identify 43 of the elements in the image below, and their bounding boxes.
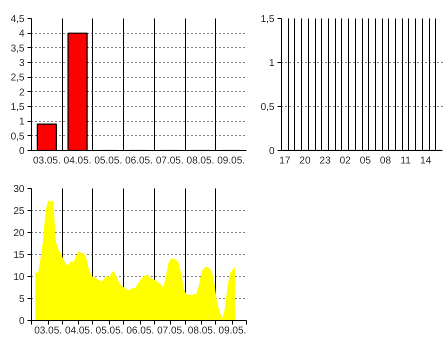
x-tick-label: 11 bbox=[400, 156, 412, 166]
y-tick-label: 1,5 bbox=[10, 102, 25, 113]
x-tick-label: 05.05. bbox=[96, 326, 124, 336]
x-tick-label: 04.05. bbox=[64, 326, 93, 336]
y-tick-label: 4 bbox=[18, 28, 25, 40]
y-tick-label: 0 bbox=[268, 146, 275, 157]
x-tick-label: 03.05. bbox=[32, 156, 61, 166]
y-tick-label: 2,5 bbox=[10, 72, 25, 84]
y-tick-label: 25 bbox=[13, 206, 25, 217]
x-tick-label: 08.05. bbox=[188, 326, 216, 336]
x-tick-label: 20 bbox=[299, 156, 311, 166]
x-tick-label: 07.05. bbox=[156, 156, 184, 166]
y-tick-label: 5 bbox=[18, 294, 25, 305]
y-tick-label: 30 bbox=[13, 184, 25, 195]
x-tick-label: 09.05. bbox=[218, 326, 246, 336]
x-tick-label: 23 bbox=[320, 156, 332, 166]
x-tick-label: 08.05. bbox=[186, 156, 214, 166]
x-tick-label: 06.05. bbox=[125, 156, 153, 166]
x-tick-label: 04.05. bbox=[64, 156, 92, 166]
x-tick-label: 03.05. bbox=[34, 326, 62, 336]
y-tick-label: 0 bbox=[18, 146, 25, 157]
y-tick-label: 15 bbox=[13, 250, 25, 261]
x-tick-label: 09.05. bbox=[217, 156, 246, 166]
y-tick-label: 1 bbox=[268, 58, 275, 69]
y-tick-label: 0 bbox=[18, 316, 25, 327]
x-tick-label: 06.05. bbox=[126, 326, 154, 336]
y-tick-label: 2 bbox=[18, 87, 25, 98]
y-tick-label: 0,5 bbox=[260, 102, 275, 113]
y-tick-label: 1 bbox=[18, 116, 25, 128]
y-tick-label: 3,5 bbox=[10, 43, 25, 54]
y-tick-label: 4,5 bbox=[10, 14, 25, 25]
y-tick-label: 1,5 bbox=[260, 14, 275, 25]
x-tick-label: 05 bbox=[360, 156, 372, 166]
x-tick-label: 02 bbox=[340, 156, 352, 166]
x-tick-label: 17 bbox=[279, 156, 291, 166]
x-tick-label: 08 bbox=[380, 156, 392, 166]
x-tick-label: 05.05. bbox=[94, 156, 122, 166]
y-tick-label: 20 bbox=[13, 228, 25, 239]
y-tick-label: 0,5 bbox=[10, 131, 25, 142]
x-tick-label: 07.05. bbox=[157, 326, 185, 336]
x-tick-label: 14 bbox=[420, 156, 432, 166]
y-tick-label: 3 bbox=[18, 58, 25, 69]
y-tick-label: 10 bbox=[13, 272, 25, 283]
